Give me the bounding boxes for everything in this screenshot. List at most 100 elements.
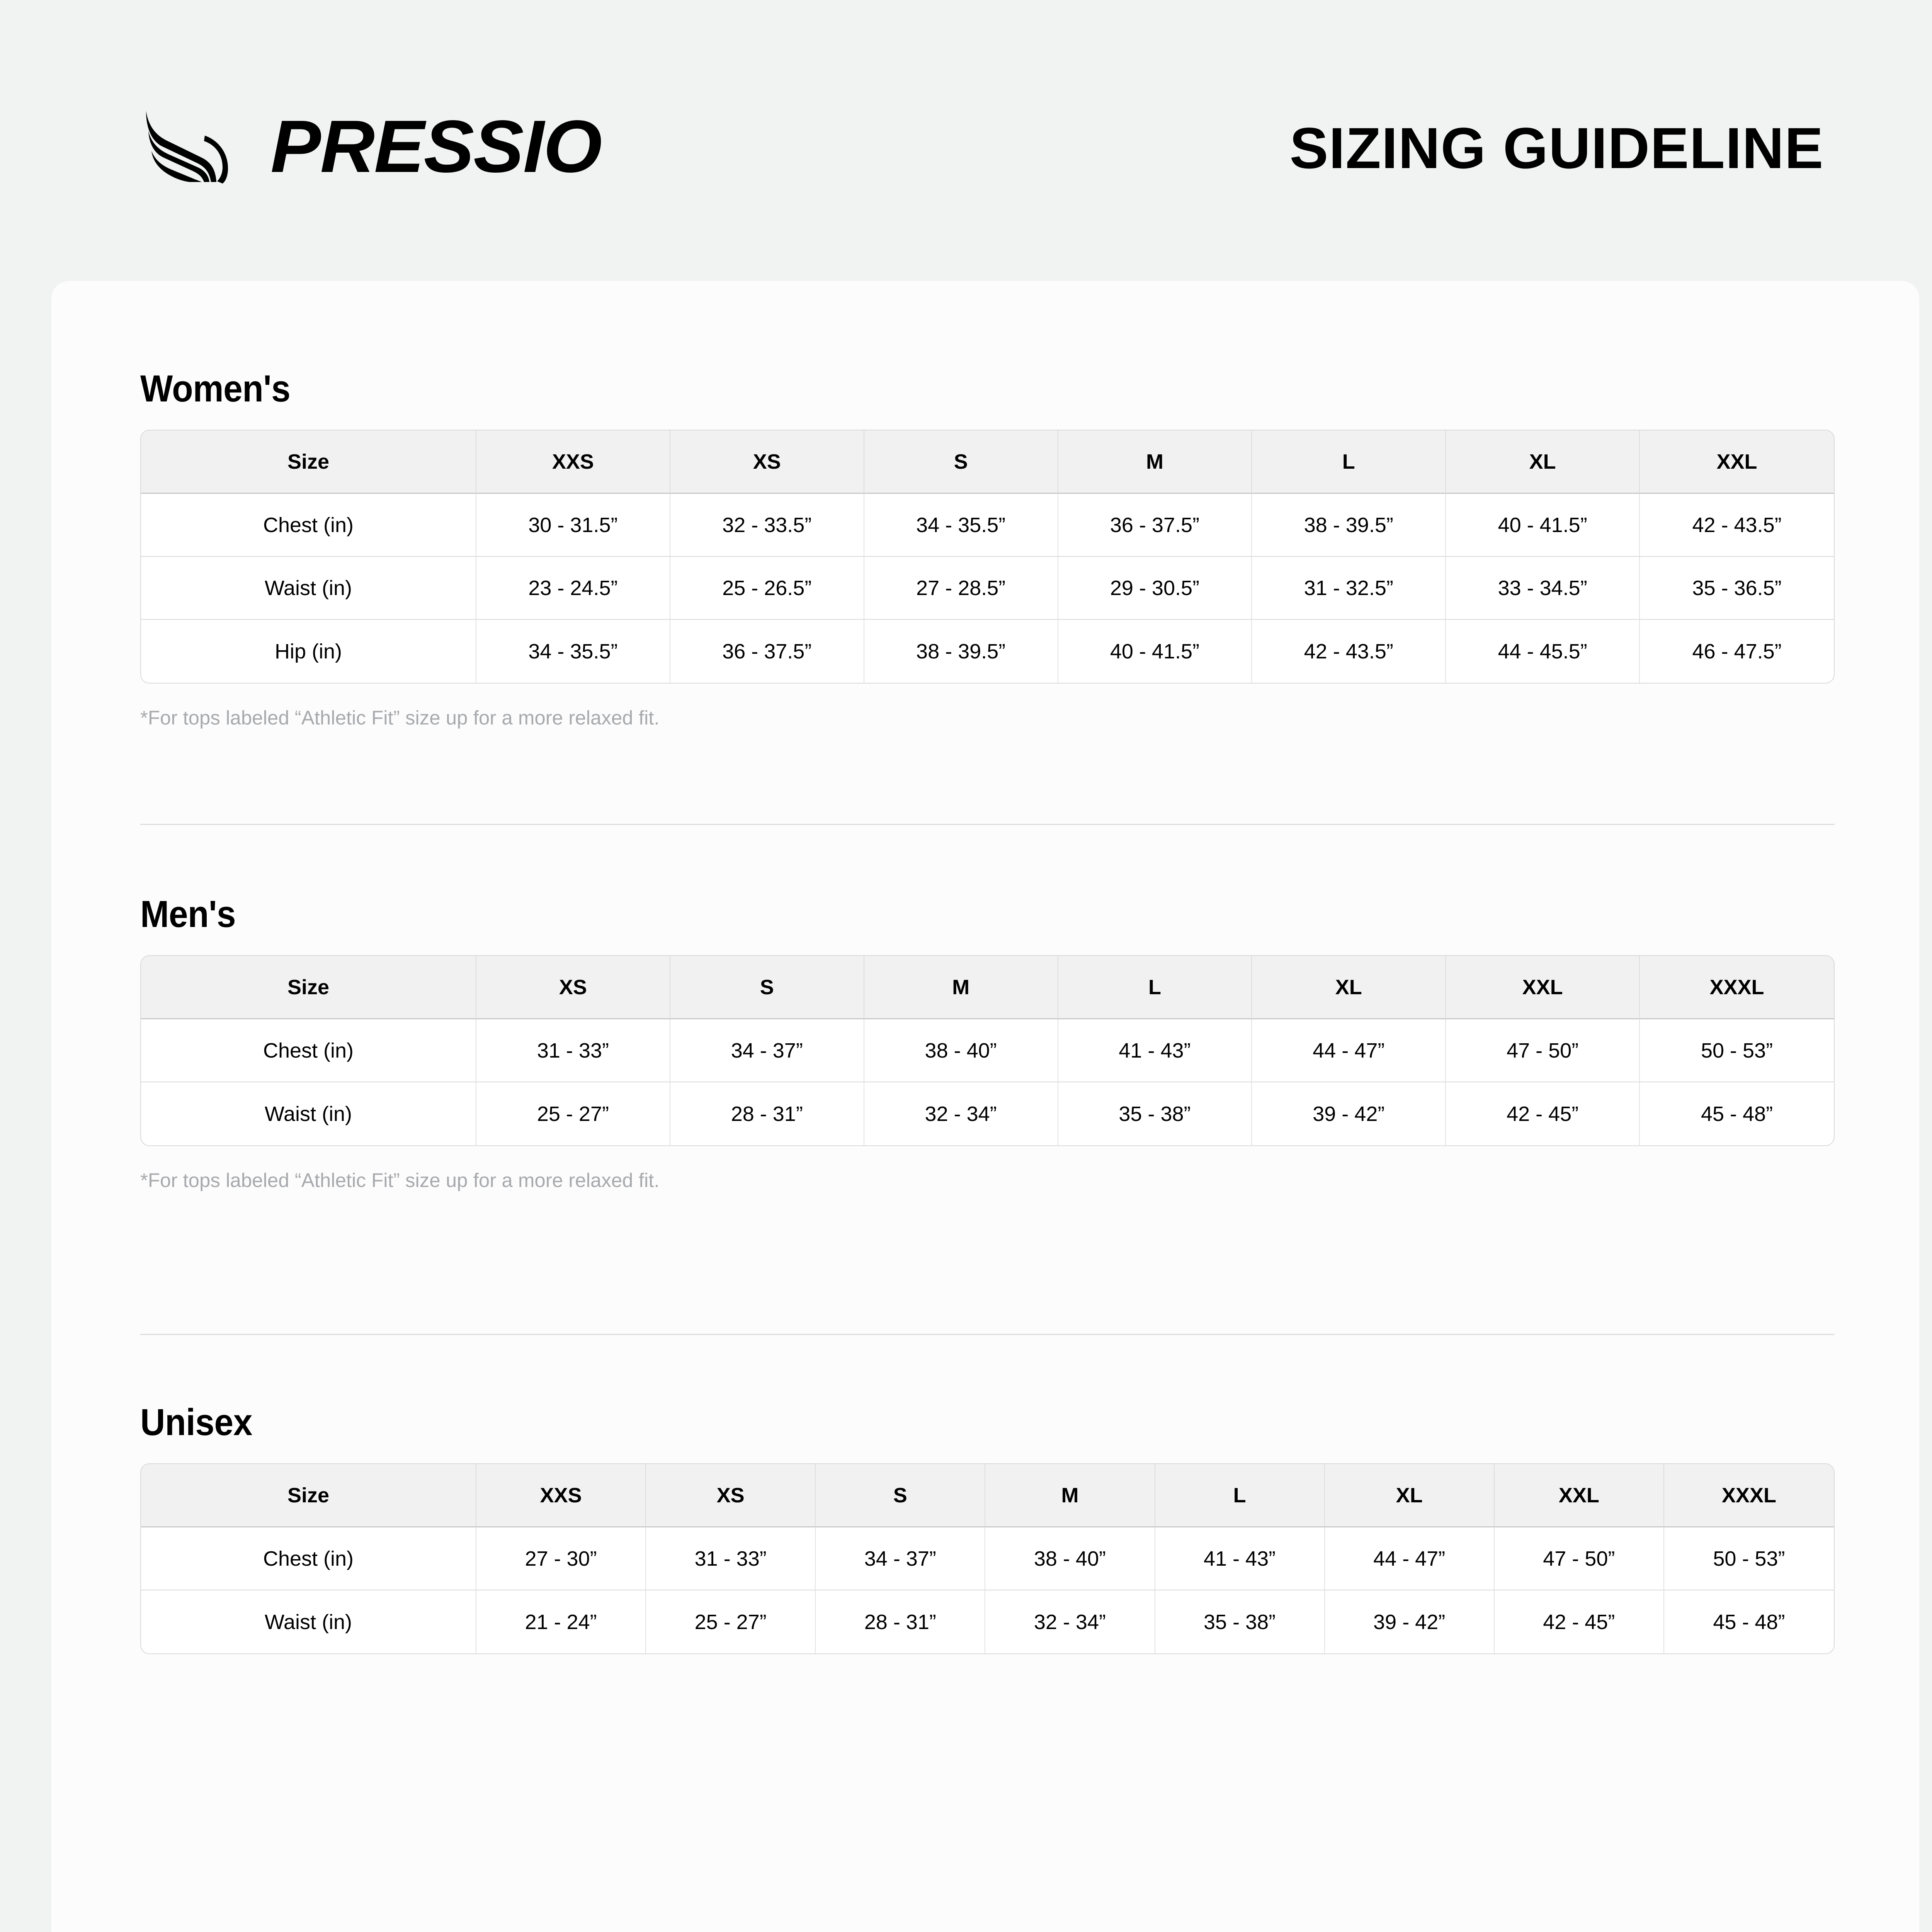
measurement-cell: 32 - 33.5” [670,494,864,557]
measurement-cell: 38 - 40” [864,1019,1058,1082]
measurement-cell: 27 - 30” [476,1527,646,1590]
table-row: Hip (in) 34 - 35.5” 36 - 37.5” 38 - 39.5… [141,620,1834,683]
measurement-cell: 25 - 26.5” [670,557,864,620]
measurement-cell: 35 - 36.5” [1640,557,1834,620]
section-divider [140,1334,1835,1335]
measurement-cell: 44 - 47” [1325,1527,1495,1590]
row-label: Chest (in) [141,1019,476,1082]
column-header-size: Size [141,1464,476,1527]
womens-size-table: Size XXS XS S M L XL XXL Chest (in) 30 -… [140,430,1835,684]
table-row: Chest (in) 30 - 31.5” 32 - 33.5” 34 - 35… [141,494,1834,557]
measurement-cell: 42 - 43.5” [1252,620,1446,683]
column-header-xxs: XXS [476,430,670,494]
measurement-cell: 34 - 35.5” [864,494,1058,557]
column-header-l: L [1058,956,1252,1019]
measurement-cell: 50 - 53” [1664,1527,1834,1590]
measurement-cell: 28 - 31” [816,1590,986,1653]
unisex-size-table: Size XXS XS S M L XL XXL XXXL Chest (in) [140,1463,1835,1654]
column-header-l: L [1155,1464,1325,1527]
mens-fit-note: *For tops labeled “Athletic Fit” size up… [140,1169,660,1191]
row-label: Chest (in) [141,1527,476,1590]
column-header-s: S [816,1464,986,1527]
measurement-cell: 34 - 37” [670,1019,864,1082]
column-header-xs: XS [646,1464,816,1527]
column-header-xxl: XXL [1494,1464,1664,1527]
table-header-row: Size XXS XS S M L XL XXL [141,430,1834,494]
measurement-cell: 30 - 31.5” [476,494,670,557]
section-title-mens: Men's [140,893,236,935]
column-header-xl: XL [1325,1464,1495,1527]
measurement-cell: 42 - 45” [1446,1082,1640,1145]
column-header-xxl: XXL [1640,430,1834,494]
measurement-cell: 31 - 33” [646,1527,816,1590]
measurement-cell: 39 - 42” [1325,1590,1495,1653]
section-womens: Women's Size XXS XS S M L XL XXL [140,370,1835,730]
measurement-cell: 40 - 41.5” [1446,494,1640,557]
womens-fit-note: *For tops labeled “Athletic Fit” size up… [140,707,660,729]
measurement-cell: 31 - 32.5” [1252,557,1446,620]
measurement-cell: 45 - 48” [1664,1590,1834,1653]
brand-logo: PRESSIO [143,108,602,185]
measurement-cell: 28 - 31” [670,1082,864,1145]
column-header-size: Size [141,956,476,1019]
measurement-cell: 40 - 41.5” [1058,620,1252,683]
column-header-m: M [1058,430,1252,494]
measurement-cell: 38 - 39.5” [864,620,1058,683]
row-label: Waist (in) [141,1082,476,1145]
row-label: Hip (in) [141,620,476,683]
section-unisex: Unisex Size XXS XS S M L XL XXL XXXL [140,1403,1835,1654]
measurement-cell: 32 - 34” [985,1590,1155,1653]
row-label: Chest (in) [141,494,476,557]
table-row: Waist (in) 25 - 27” 28 - 31” 32 - 34” 35… [141,1082,1834,1145]
measurement-cell: 34 - 37” [816,1527,986,1590]
measurement-cell: 47 - 50” [1494,1527,1664,1590]
measurement-cell: 25 - 27” [476,1082,670,1145]
section-title-womens: Women's [140,367,291,410]
measurement-cell: 50 - 53” [1640,1019,1834,1082]
brand-wordmark: PRESSIO [270,104,602,188]
pressio-wing-logo-icon [143,108,255,185]
measurement-cell: 27 - 28.5” [864,557,1058,620]
measurement-cell: 36 - 37.5” [1058,494,1252,557]
section-title-unisex: Unisex [140,1401,252,1443]
measurement-cell: 42 - 43.5” [1640,494,1834,557]
measurement-cell: 45 - 48” [1640,1082,1834,1145]
measurement-cell: 38 - 40” [985,1527,1155,1590]
measurement-cell: 44 - 47” [1252,1019,1446,1082]
column-header-xl: XL [1252,956,1446,1019]
mens-size-table: Size XS S M L XL XXL XXXL Chest (in) 31 … [140,955,1835,1146]
page-title: SIZING GUIDELINE [1289,115,1824,180]
measurement-cell: 31 - 33” [476,1019,670,1082]
section-divider [140,824,1835,825]
measurement-cell: 46 - 47.5” [1640,620,1834,683]
row-label: Waist (in) [141,1590,476,1653]
table-row: Chest (in) 31 - 33” 34 - 37” 38 - 40” 41… [141,1019,1834,1082]
column-header-s: S [670,956,864,1019]
measurement-cell: 41 - 43” [1058,1019,1252,1082]
measurement-cell: 36 - 37.5” [670,620,864,683]
table-row: Waist (in) 21 - 24” 25 - 27” 28 - 31” 32… [141,1590,1834,1653]
measurement-cell: 35 - 38” [1155,1590,1325,1653]
page-header: PRESSIO SIZING GUIDELINE [0,0,1932,281]
column-header-xl: XL [1446,430,1640,494]
measurement-cell: 29 - 30.5” [1058,557,1252,620]
measurement-cell: 47 - 50” [1446,1019,1640,1082]
row-label: Waist (in) [141,557,476,620]
measurement-cell: 33 - 34.5” [1446,557,1640,620]
table-header-row: Size XS S M L XL XXL XXXL [141,956,1834,1019]
table-row: Chest (in) 27 - 30” 31 - 33” 34 - 37” 38… [141,1527,1834,1590]
measurement-cell: 32 - 34” [864,1082,1058,1145]
measurement-cell: 35 - 38” [1058,1082,1252,1145]
measurement-cell: 25 - 27” [646,1590,816,1653]
table-header-row: Size XXS XS S M L XL XXL XXXL [141,1464,1834,1527]
column-header-xs: XS [476,956,670,1019]
column-header-xxxl: XXXL [1664,1464,1834,1527]
column-header-size: Size [141,430,476,494]
measurement-cell: 42 - 45” [1494,1590,1664,1653]
column-header-s: S [864,430,1058,494]
content-card: Women's Size XXS XS S M L XL XXL [51,281,1919,1932]
measurement-cell: 21 - 24” [476,1590,646,1653]
table-row: Waist (in) 23 - 24.5” 25 - 26.5” 27 - 28… [141,557,1834,620]
measurement-cell: 44 - 45.5” [1446,620,1640,683]
column-header-xxs: XXS [476,1464,646,1527]
